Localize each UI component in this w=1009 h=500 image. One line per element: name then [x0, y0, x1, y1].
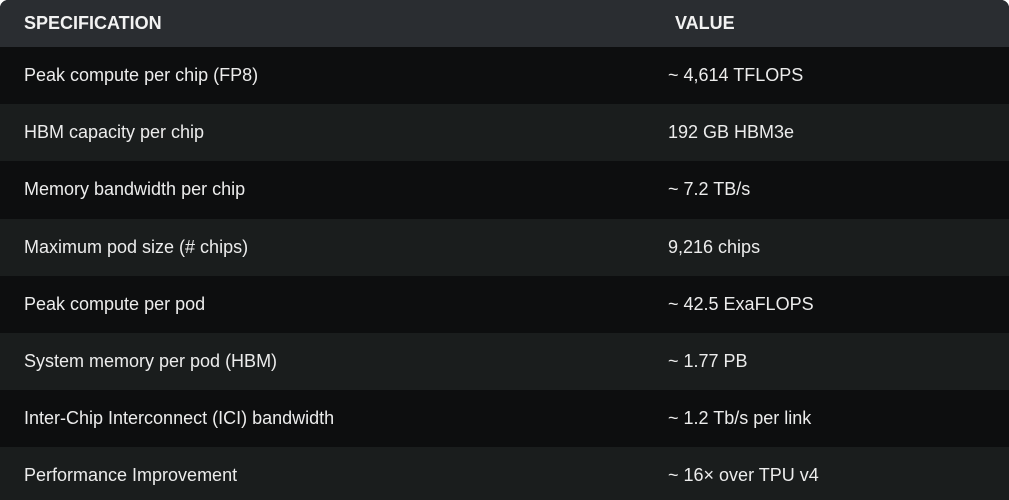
spec-cell: Memory bandwidth per chip: [24, 179, 246, 200]
table-row: Inter-Chip Interconnect (ICI) bandwidth ~…: [0, 390, 1009, 448]
table-row: Peak compute per pod ~ 42.5 ExaFLOPS: [0, 275, 1009, 333]
table-body: Peak compute per chip (FP8) ~ 4,614 TFLOP…: [0, 47, 1009, 500]
table-header: SPECIFICATION VALUE: [0, 0, 1009, 47]
value-cell: 192 GB HBM3e: [668, 122, 795, 143]
table-row: System memory per pod (HBM) ~ 1.77 PB: [0, 332, 1009, 391]
spec-cell: Peak compute per chip (FP8): [24, 65, 259, 86]
value-cell: ~ 7.2 TB/s: [668, 179, 751, 200]
value-cell: ~ 1.77 PB: [668, 351, 748, 372]
table-row: Peak compute per chip (FP8) ~ 4,614 TFLOP…: [0, 47, 1009, 105]
spec-cell: Performance Improvement: [24, 465, 238, 486]
header-value: VALUE: [675, 13, 735, 33]
header-specification: SPECIFICATION: [24, 13, 162, 33]
table-row: Performance Improvement ~ 16× over TPU v4: [0, 447, 1009, 500]
value-cell: 9,216 chips: [668, 236, 761, 257]
value-cell: ~ 1.2 Tb/s per link: [668, 408, 812, 429]
value-cell: ~ 4,614 TFLOPS: [668, 65, 804, 86]
spec-cell: Inter-Chip Interconnect (ICI) bandwidth: [24, 408, 335, 429]
table-row: Maximum pod size (# chips) 9,216 chips: [0, 218, 1009, 276]
spec-cell: System memory per pod (HBM): [24, 351, 278, 372]
value-cell: ~ 16× over TPU v4: [668, 465, 819, 486]
table-row: Memory bandwidth per chip ~ 7.2 TB/s: [0, 161, 1009, 219]
table-row: HBM capacity per chip 192 GB HBM3e: [0, 104, 1009, 162]
spec-cell: Peak compute per pod: [24, 293, 206, 314]
spec-cell: HBM capacity per chip: [24, 122, 205, 143]
spec-cell: Maximum pod size (# chips): [24, 236, 249, 257]
value-cell: ~ 42.5 ExaFLOPS: [668, 293, 814, 314]
